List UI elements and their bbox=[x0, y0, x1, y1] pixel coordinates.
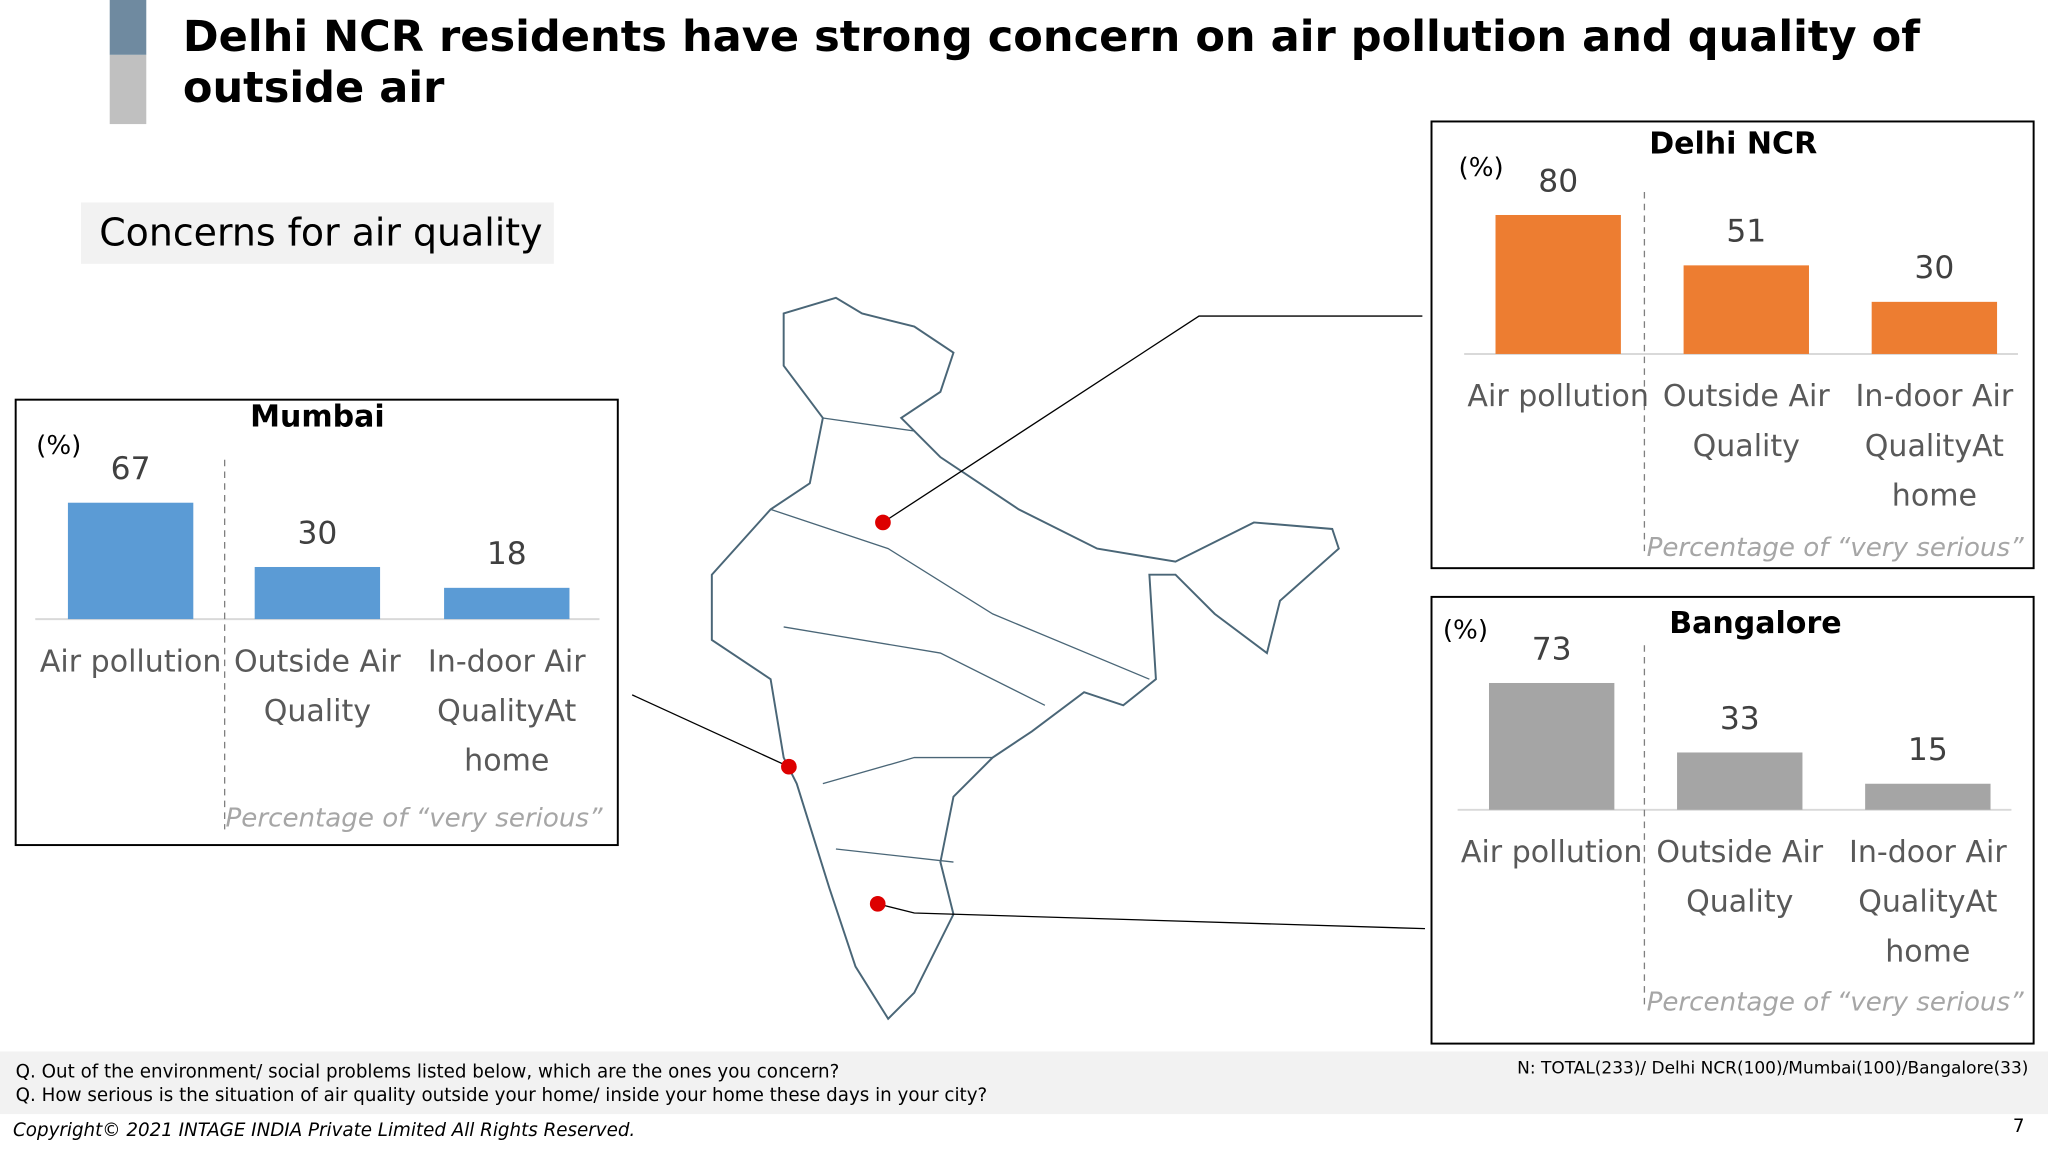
value-label: 33 bbox=[1720, 701, 1760, 737]
slide-title: Delhi NCR residents have strong concern … bbox=[182, 10, 1920, 113]
value-label: 73 bbox=[1532, 631, 1572, 667]
title-box: Delhi NCR residents have strong concern … bbox=[182, 10, 1920, 113]
connector bbox=[631, 694, 790, 768]
bar bbox=[67, 502, 194, 620]
category-box: Outside Air Quality bbox=[233, 645, 401, 729]
footnote: Percentage of “very serious” bbox=[226, 803, 603, 833]
category-label: In-door Air QualityAt home bbox=[1855, 380, 2014, 514]
chart-title: Delhi NCR bbox=[1649, 126, 1817, 161]
chart-title: Bangalore bbox=[1669, 606, 1841, 641]
bar bbox=[1683, 265, 1809, 354]
category-box: In-door Air QualityAt home bbox=[1855, 380, 2014, 514]
value-label: 30 bbox=[1914, 250, 1954, 286]
sample-note: N: TOTAL(233)/ Delhi NCR(100)/Mumbai(100… bbox=[1517, 1058, 2028, 1078]
value-label: 18 bbox=[487, 536, 527, 572]
bar bbox=[254, 566, 381, 620]
chart-frame bbox=[14, 398, 619, 847]
value-label: 30 bbox=[297, 515, 337, 551]
category-box: Outside Air Quality bbox=[1656, 835, 1824, 920]
section-label: Concerns for air quality bbox=[99, 211, 542, 255]
category-label: Outside Air Quality bbox=[1662, 380, 1830, 464]
category-box: Air pollution bbox=[1467, 380, 1649, 415]
india-map bbox=[710, 296, 1340, 1021]
city-dot bbox=[781, 758, 797, 775]
bar bbox=[1488, 682, 1615, 810]
value-label: 67 bbox=[111, 451, 151, 487]
state-borders bbox=[770, 417, 1150, 863]
value-label: 51 bbox=[1726, 214, 1766, 250]
footnote: Percentage of “very serious” bbox=[1647, 988, 2024, 1018]
value-label: 15 bbox=[1908, 732, 1948, 768]
chart-title: Mumbai bbox=[250, 399, 385, 434]
bar bbox=[1865, 783, 1991, 810]
category-label: Outside Air Quality bbox=[1656, 835, 1824, 920]
category-box: Air pollution bbox=[39, 645, 222, 680]
section-box bbox=[80, 202, 554, 264]
chart-frame bbox=[1430, 595, 2035, 1045]
bar bbox=[444, 587, 570, 620]
unit-label: (%) bbox=[1459, 153, 1504, 183]
accent-bar bbox=[109, 54, 147, 125]
unit-label: (%) bbox=[1443, 615, 1488, 645]
category-box: Air pollution bbox=[1460, 835, 1643, 870]
city-dot bbox=[869, 896, 886, 912]
connector bbox=[882, 315, 1423, 523]
unit-label: (%) bbox=[36, 431, 81, 461]
category-label: Air pollution bbox=[1467, 380, 1649, 415]
category-box: In-door Air QualityAt home bbox=[1848, 835, 2007, 970]
category-label: Air pollution bbox=[39, 645, 222, 680]
bar bbox=[1495, 214, 1621, 354]
bar bbox=[1677, 752, 1803, 810]
notes-band bbox=[0, 1051, 2048, 1115]
note: Q. How serious is the situation of air q… bbox=[16, 1085, 988, 1106]
copyright: Copyright© 2021 INTAGE INDIA Private Lim… bbox=[13, 1120, 635, 1141]
category-label: Outside Air Quality bbox=[233, 645, 401, 729]
category-label: In-door Air QualityAt home bbox=[427, 645, 586, 779]
connector bbox=[877, 903, 1425, 930]
footnote: Percentage of “very serious” bbox=[1647, 533, 2024, 563]
page-number: 7 bbox=[2013, 1116, 2025, 1137]
value-label: 80 bbox=[1538, 163, 1578, 199]
category-label: In-door Air QualityAt home bbox=[1848, 835, 2007, 970]
category-label: Air pollution bbox=[1460, 835, 1643, 870]
category-box: In-door Air QualityAt home bbox=[427, 645, 586, 779]
accent-bar bbox=[109, 0, 147, 55]
category-box: Outside Air Quality bbox=[1662, 380, 1830, 464]
note: Q. Out of the environment/ social proble… bbox=[16, 1061, 840, 1082]
city-dot bbox=[875, 514, 891, 531]
bar bbox=[1871, 301, 1998, 354]
